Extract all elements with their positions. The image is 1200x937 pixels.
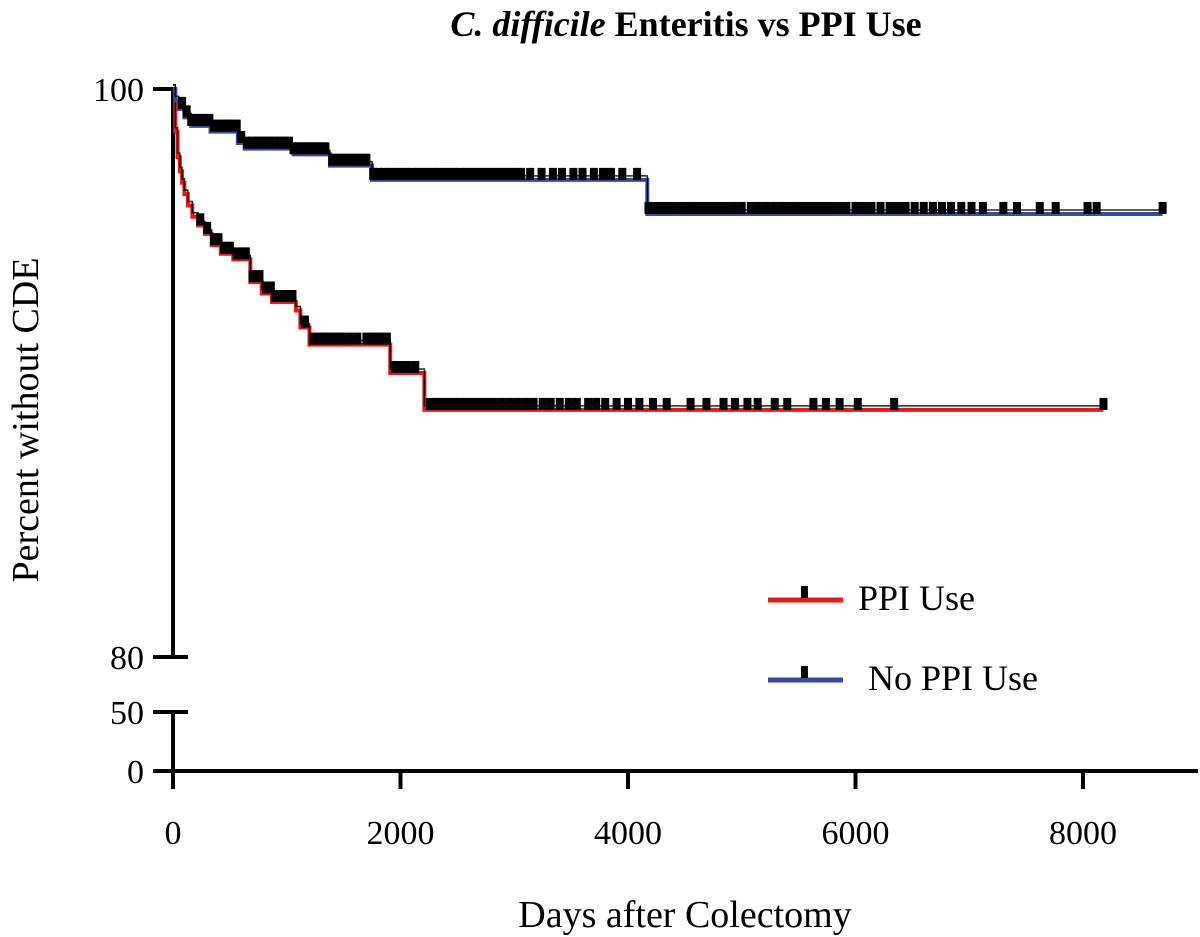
censor-mark: [662, 397, 671, 410]
censor-mark: [890, 397, 899, 410]
legend-label: PPI Use: [858, 578, 975, 618]
legend-censor-mark: [801, 586, 808, 598]
censor-mark: [1051, 201, 1060, 214]
series-ppi-use: [173, 84, 1108, 412]
censor-mark: [558, 167, 567, 180]
series-no-ppi-use: [173, 84, 1167, 216]
censor-mark: [1158, 201, 1167, 214]
censor-mark: [635, 397, 644, 410]
censor-mark: [601, 397, 610, 410]
y-tick-label: 50: [110, 695, 144, 732]
x-tick-label: 8000: [1049, 815, 1117, 852]
chart-title-rest: Enteritis vs PPI Use: [606, 4, 922, 44]
series-line-shadow: [173, 84, 1104, 407]
censor-mark: [770, 397, 779, 410]
censor-mark: [618, 167, 627, 180]
censor-mark: [526, 167, 535, 180]
censor-mark: [1092, 201, 1101, 214]
axes: 80 100 0 50 0 2000 4000 6000 8000: [93, 72, 1198, 852]
chart-title-italic: C. difficile: [450, 4, 605, 44]
censor-mark: [853, 397, 862, 410]
censor-mark: [624, 397, 632, 410]
censor-mark: [1083, 201, 1092, 214]
y-tick-label: 0: [127, 754, 144, 791]
censor-mark: [753, 397, 762, 410]
legend-item-no-ppi-use: No PPI Use: [768, 658, 1038, 698]
legend: PPI Use No PPI Use: [768, 578, 1038, 698]
censor-mark: [821, 397, 830, 410]
censor-mark: [978, 201, 987, 214]
censor-mark: [719, 397, 728, 410]
legend-item-ppi-use: PPI Use: [768, 578, 975, 618]
censor-mark: [1013, 201, 1022, 214]
legend-censor-mark: [801, 666, 808, 678]
chart-title: C. difficile Enteritis vs PPI Use: [450, 4, 921, 44]
censor-mark: [876, 201, 885, 214]
censor-mark: [1099, 397, 1108, 410]
censor-mark: [649, 397, 658, 410]
censor-mark: [686, 397, 695, 410]
censor-mark: [578, 167, 587, 180]
censor-mark: [783, 397, 792, 410]
censor-mark: [809, 397, 818, 410]
censor-mark: [537, 167, 546, 180]
censor-mark: [548, 167, 557, 180]
censor-mark: [919, 201, 928, 214]
x-tick-label: 6000: [822, 815, 890, 852]
series-line: [173, 87, 1104, 412]
y-axis-label: Percent without CDE: [5, 257, 47, 582]
censor-mark: [835, 397, 844, 410]
censor-mark: [612, 397, 621, 410]
x-tick-label: 0: [165, 815, 182, 852]
censor-mark: [237, 130, 246, 143]
censor-mark: [947, 201, 956, 214]
censor-mark: [910, 201, 919, 214]
legend-label: No PPI Use: [868, 658, 1038, 698]
y-tick-label: 100: [93, 72, 144, 109]
censor-mark: [178, 96, 187, 109]
x-axis-label: Days after Colectomy: [518, 894, 851, 936]
censor-mark: [196, 213, 205, 226]
censor-mark: [182, 105, 191, 118]
censor-mark: [928, 201, 937, 214]
censor-mark: [633, 167, 642, 180]
censor-mark: [743, 397, 752, 410]
censor-mark: [967, 201, 976, 214]
censor-mark: [203, 221, 212, 234]
censor-mark: [569, 167, 578, 180]
censor-mark: [300, 315, 309, 328]
censor-mark: [589, 167, 598, 180]
censor-mark: [999, 201, 1008, 214]
censor-mark: [702, 397, 711, 410]
x-tick-label: 4000: [594, 815, 662, 852]
censor-mark: [730, 397, 739, 410]
censor-mark: [937, 201, 946, 214]
censor-mark: [957, 201, 966, 214]
censor-mark: [1035, 201, 1044, 214]
x-tick-label: 2000: [367, 815, 435, 852]
censor-mark: [555, 397, 564, 410]
y-tick-label: 80: [110, 640, 144, 677]
series-layer: [173, 84, 1167, 412]
